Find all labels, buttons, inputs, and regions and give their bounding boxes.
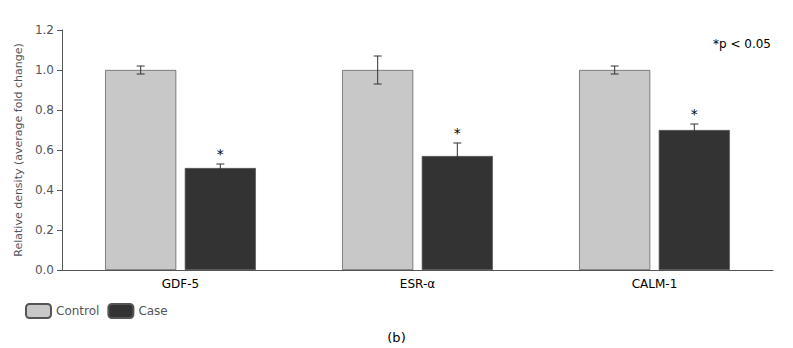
- svg-text:0.8: 0.8: [35, 103, 54, 117]
- svg-text:ESR-α: ESR-α: [400, 277, 435, 291]
- svg-text:0.4: 0.4: [35, 183, 54, 197]
- svg-text:*p < 0.05: *p < 0.05: [713, 37, 771, 51]
- svg-text:Control: Control: [56, 304, 99, 318]
- svg-text:1.2: 1.2: [35, 23, 54, 37]
- svg-text:(b): (b): [387, 330, 405, 345]
- svg-text:Case: Case: [138, 304, 167, 318]
- svg-text:GDF-5: GDF-5: [162, 277, 199, 291]
- svg-text:1.0: 1.0: [35, 63, 54, 77]
- svg-text:Relative density (average fold: Relative density (average fold change): [12, 43, 25, 256]
- svg-text:0.6: 0.6: [35, 143, 54, 157]
- svg-text:*: *: [454, 125, 461, 141]
- svg-text:0.0: 0.0: [35, 263, 54, 277]
- svg-text:*: *: [691, 106, 698, 122]
- svg-text:*: *: [217, 146, 224, 162]
- svg-text:CALM-1: CALM-1: [632, 277, 678, 291]
- svg-text:0.2: 0.2: [35, 223, 54, 237]
